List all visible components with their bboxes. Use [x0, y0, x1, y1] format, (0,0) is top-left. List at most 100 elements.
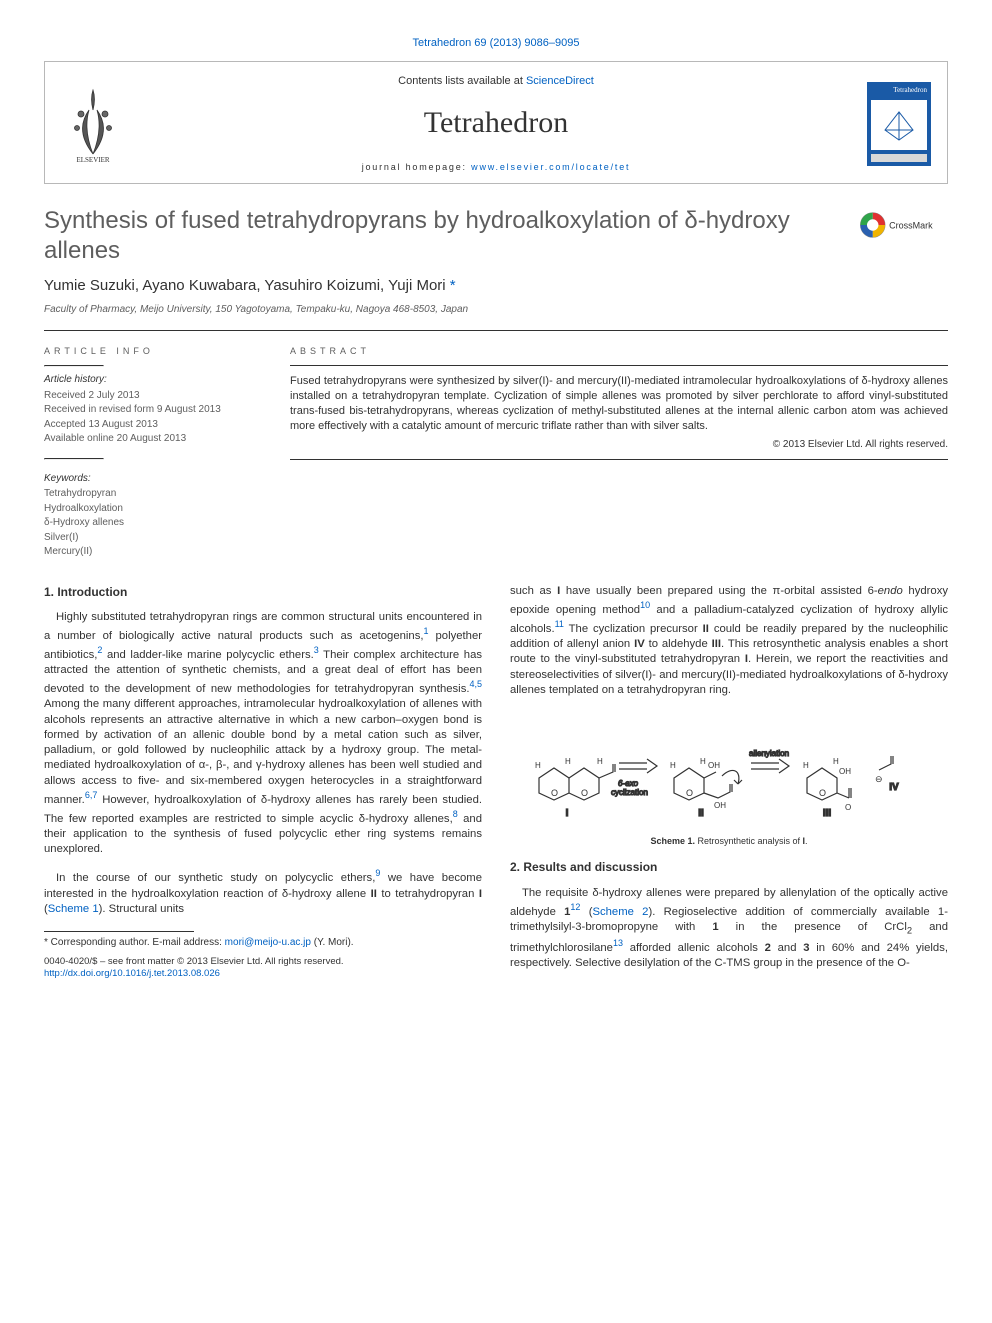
corresponding-marker[interactable]: * — [450, 277, 456, 294]
author-list: Yumie Suzuki, Ayano Kuwabara, Yasuhiro K… — [44, 276, 948, 296]
scheme-2-link[interactable]: Scheme 2 — [592, 906, 648, 918]
svg-text:H: H — [700, 757, 706, 766]
footnote: * Corresponding author. E-mail address: … — [44, 936, 482, 950]
p1a: Highly substituted tetrahydropyran rings… — [44, 611, 482, 642]
keyword-4: Mercury(II) — [44, 545, 254, 559]
homepage-prefix: journal homepage: — [362, 162, 471, 172]
ref-10[interactable]: 10 — [640, 600, 650, 610]
ref-13[interactable]: 13 — [613, 938, 623, 948]
authors-text: Yumie Suzuki, Ayano Kuwabara, Yasuhiro K… — [44, 277, 446, 294]
history-revised: Received in revised form 9 August 2013 — [44, 403, 254, 417]
roman-III: III — [712, 638, 721, 650]
scheme1-caption-I: I — [803, 836, 806, 846]
svg-text:O: O — [581, 788, 588, 798]
sciencedirect-link[interactable]: ScienceDirect — [526, 75, 594, 87]
scheme-1-link[interactable]: Scheme 1 — [48, 903, 99, 915]
svg-text:Tetrahedron: Tetrahedron — [893, 86, 927, 94]
article-info-heading: ARTICLE INFO — [44, 345, 254, 357]
ref-6-7[interactable]: 6,7 — [85, 790, 98, 800]
p3f: afforded allenic alcohols — [623, 942, 765, 954]
ref-12[interactable]: 12 — [570, 902, 580, 912]
svg-text:⊖: ⊖ — [875, 774, 883, 784]
svg-text:H: H — [565, 757, 571, 766]
history-label: Article history: — [44, 373, 254, 387]
svg-text:H: H — [833, 757, 839, 766]
header-center: Contents lists available at ScienceDirec… — [141, 74, 851, 173]
section-1-heading: 1. Introduction — [44, 584, 482, 600]
keyword-0: Tetrahydropyran — [44, 487, 254, 501]
intro-para-2: In the course of our synthetic study on … — [44, 867, 482, 917]
scheme1-caption-label: Scheme 1. — [650, 836, 695, 846]
svg-text:IV: IV — [889, 782, 899, 793]
journal-name: Tetrahedron — [141, 103, 851, 144]
contents-prefix: Contents lists available at — [398, 75, 526, 87]
keywords-label: Keywords: — [44, 472, 254, 486]
abstract-text: Fused tetrahydropyrans were synthesized … — [290, 374, 948, 433]
journal-cover-thumb: Tetrahedron — [867, 82, 931, 166]
footnote-rule — [44, 931, 194, 932]
p1e: Among the many different approaches, int… — [44, 698, 482, 805]
contents-line: Contents lists available at ScienceDirec… — [141, 74, 851, 89]
intro-para-1: Highly substituted tetrahydropyran rings… — [44, 610, 482, 858]
svg-text:H: H — [597, 757, 603, 766]
footnote-text-b: (Y. Mori). — [311, 937, 354, 948]
abstract-copyright: © 2013 Elsevier Ltd. All rights reserved… — [290, 438, 948, 452]
svg-text:6-exo: 6-exo — [618, 779, 639, 788]
homepage-link[interactable]: www.elsevier.com/locate/tet — [471, 162, 630, 172]
rule-top — [44, 330, 948, 331]
p3d: in the presence of CrCl — [719, 921, 907, 933]
rule-info-2 — [44, 458, 104, 460]
keyword-3: Silver(I) — [44, 531, 254, 545]
affiliation: Faculty of Pharmacy, Meijo University, 1… — [44, 303, 948, 317]
scheme-1-figure: O O H H H 6-exo cyclization — [510, 708, 948, 847]
roman-I-a: I — [479, 888, 482, 900]
svg-text:I: I — [566, 808, 569, 819]
svg-text:OH: OH — [708, 761, 720, 770]
abstract-column: ABSTRACT Fused tetrahydropyrans were syn… — [290, 345, 948, 560]
body-columns: 1. Introduction Highly substituted tetra… — [44, 584, 948, 981]
scheme-1-caption: Scheme 1. Retrosynthetic analysis of I. — [510, 835, 948, 847]
svg-text:O: O — [819, 788, 826, 798]
ref-4-5[interactable]: 4,5 — [469, 679, 482, 689]
scheme1-caption-text: Retrosynthetic analysis of — [695, 836, 803, 846]
p2e: ). Structural units — [99, 903, 184, 915]
p2c: to tetrahydropyran — [377, 888, 479, 900]
section-2-heading: 2. Results and discussion — [510, 859, 948, 875]
svg-text:II: II — [698, 808, 704, 819]
results-para-1: The requisite δ-hydroxy allenes were pre… — [510, 886, 948, 972]
crossmark-badge[interactable]: CrossMark — [858, 206, 948, 244]
svg-text:O: O — [845, 803, 851, 812]
svg-text:III: III — [823, 808, 832, 819]
svg-text:O: O — [686, 788, 693, 798]
p1c: and ladder-like marine polycyclic ethers… — [102, 649, 313, 661]
top-citation: Tetrahedron 69 (2013) 9086–9095 — [44, 36, 948, 51]
rule-info-1 — [44, 365, 104, 367]
svg-text:H: H — [803, 761, 809, 770]
p1f: However, hydroalkoxylation of δ-hydroxy … — [44, 794, 482, 825]
doi-link[interactable]: http://dx.doi.org/10.1016/j.tet.2013.08.… — [44, 968, 220, 979]
p2a: In the course of our synthetic study on … — [56, 872, 375, 884]
ref-11[interactable]: 11 — [555, 619, 564, 629]
journal-header-box: ELSEVIER Contents lists available at Sci… — [44, 61, 948, 184]
svg-text:O: O — [551, 788, 558, 798]
footnote-email-link[interactable]: mori@meijo-u.ac.jp — [225, 937, 311, 948]
svg-text:OH: OH — [714, 801, 726, 810]
rule-abstract-bottom — [290, 459, 948, 460]
elsevier-logo: ELSEVIER — [61, 84, 125, 164]
history-received: Received 2 July 2013 — [44, 389, 254, 403]
svg-text:cyclization: cyclization — [611, 788, 648, 797]
c2g: to aldehyde — [645, 638, 712, 650]
svg-text:allenylation: allenylation — [749, 749, 789, 758]
article-info-column: ARTICLE INFO Article history: Received 2… — [44, 345, 254, 560]
svg-text:ELSEVIER: ELSEVIER — [76, 156, 109, 164]
footnote-text-a: Corresponding author. E-mail address: — [48, 937, 225, 948]
c2a: such as — [510, 585, 557, 597]
history-accepted: Accepted 13 August 2013 — [44, 418, 254, 432]
history-online: Available online 20 August 2013 — [44, 432, 254, 446]
c2e: The cyclization precursor — [564, 623, 703, 635]
svg-text:H: H — [535, 761, 541, 770]
svg-text:CrossMark: CrossMark — [889, 221, 933, 231]
p3b: ( — [580, 906, 592, 918]
top-citation-link[interactable]: Tetrahedron 69 (2013) 9086–9095 — [413, 37, 580, 49]
article-title: Synthesis of fused tetrahydropyrans by h… — [44, 206, 840, 266]
